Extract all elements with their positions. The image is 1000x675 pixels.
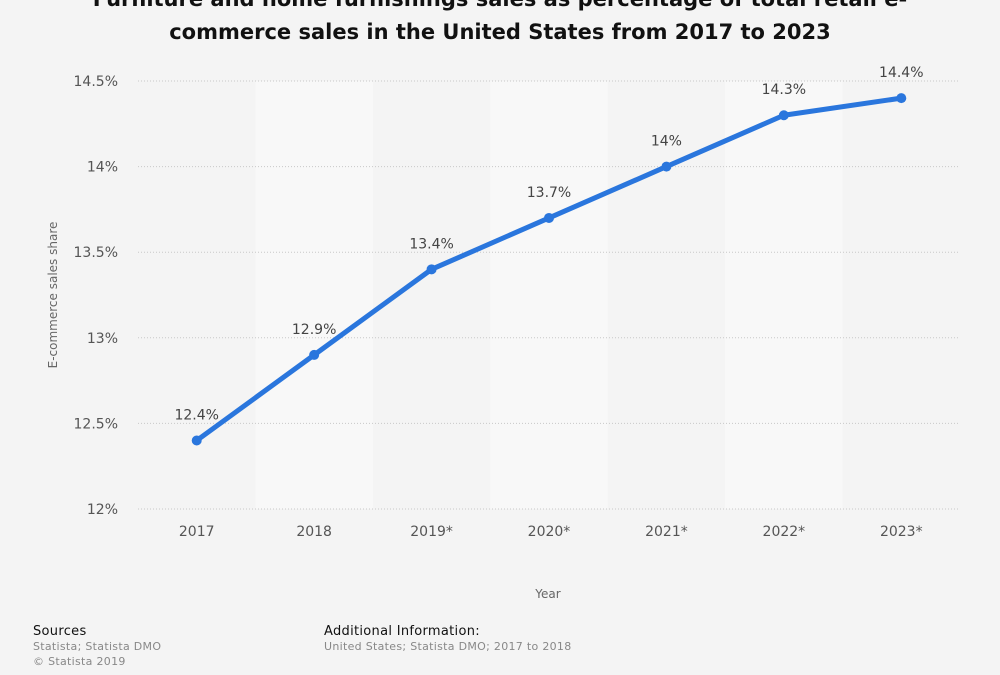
data-point[interactable] xyxy=(309,349,320,360)
column-band xyxy=(490,81,608,509)
y-axis-label: E-commerce sales share xyxy=(46,222,60,369)
chart-title-line-2: commerce sales in the United States from… xyxy=(169,20,831,44)
x-tick-label: 2023* xyxy=(880,524,923,540)
additional-info-heading: Additional Information: xyxy=(324,624,480,639)
data-label: 13.7% xyxy=(527,185,571,201)
column-bands xyxy=(255,81,843,509)
x-tick-label: 2018 xyxy=(296,524,332,540)
y-tick-label: 13% xyxy=(87,331,118,347)
x-tick-label: 2019* xyxy=(410,524,453,540)
y-tick-label: 12.5% xyxy=(74,416,118,432)
additional-info-block: Additional Information: United States; S… xyxy=(324,624,572,654)
data-label: 12.9% xyxy=(292,322,336,338)
y-tick-label: 14% xyxy=(87,160,118,176)
sources-block: Sources Statista; Statista DMO © Statist… xyxy=(33,624,161,669)
data-point[interactable] xyxy=(544,212,554,223)
data-point[interactable] xyxy=(896,93,907,104)
x-axis-ticks: 2017 2018 2019* 2020* 2021* 2022* 2023* xyxy=(179,524,923,540)
data-label: 14.4% xyxy=(879,65,923,81)
y-tick-label: 12% xyxy=(87,502,118,518)
data-label: 13.4% xyxy=(409,236,453,252)
series-group xyxy=(191,93,907,446)
data-point[interactable] xyxy=(426,264,437,275)
sources-line-2: © Statista 2019 xyxy=(33,655,126,668)
x-tick-label: 2022* xyxy=(763,524,806,540)
x-tick-label: 2017 xyxy=(179,524,215,540)
data-point[interactable] xyxy=(191,435,202,446)
sources-heading: Sources xyxy=(33,624,87,639)
data-point[interactable] xyxy=(661,161,672,172)
gridlines xyxy=(138,80,960,510)
x-tick-label: 2021* xyxy=(645,524,688,540)
y-tick-label: 14.5% xyxy=(74,74,118,90)
y-tick-label: 13.5% xyxy=(74,245,118,261)
data-point[interactable] xyxy=(778,110,789,121)
x-tick-label: 2020* xyxy=(528,524,571,540)
additional-info-text: United States; Statista DMO; 2017 to 201… xyxy=(324,640,572,653)
sources-line-1: Statista; Statista DMO xyxy=(33,640,162,653)
column-band xyxy=(255,81,373,509)
chart-title-line-1: Furniture and home furnishings sales as … xyxy=(93,0,907,11)
column-band xyxy=(725,81,843,509)
data-label: 12.4% xyxy=(174,408,218,424)
data-labels: 12.4% 12.9% 13.4% 13.7% 14% 14.3% 14.4% xyxy=(174,65,923,423)
data-label: 14% xyxy=(651,134,682,150)
y-axis-ticks: 12% 12.5% 13% 13.5% 14% 14.5% xyxy=(74,74,118,518)
data-label: 14.3% xyxy=(762,82,806,98)
x-axis-label: Year xyxy=(534,587,560,601)
